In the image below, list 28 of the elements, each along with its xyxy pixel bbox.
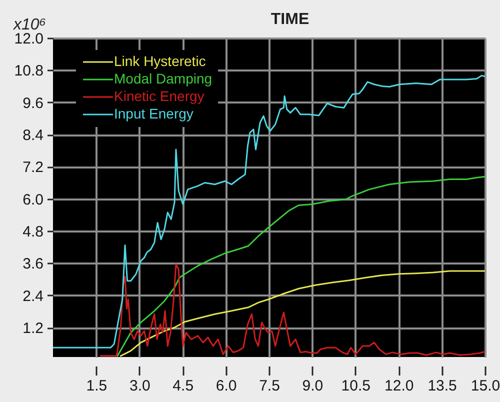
y-tick-label: 1.2 [22,320,44,338]
chart-title: TIME [270,11,310,28]
y-tick-label: 10.8 [14,62,44,80]
y-tick-label: 2.4 [22,288,44,305]
legend-label: Kinetic Energy [114,88,204,104]
x-tick-label: 6.0 [216,378,237,394]
x-tick-label: 1.5 [86,378,108,394]
x-tick-label: 4.5 [172,378,194,394]
x-tick-label: 13.5 [428,378,457,394]
y-tick-label: 6.0 [22,191,44,208]
y-tick-label: 8.4 [22,127,44,144]
line-series [116,176,485,357]
x-tick-label: 9.0 [302,378,324,394]
line-series [53,74,485,348]
legend-label: Link Hysteretic [114,53,206,69]
legend-label: Modal Damping [114,70,212,86]
x-tick-label: 12.0 [384,378,414,394]
y-tick-label: 9.6 [22,94,44,112]
x-tick-label: 15.0 [470,378,500,394]
y-axis-title: x10⁶ [12,16,46,34]
x-tick-label: 3.0 [129,378,150,394]
y-tick-label: 7.2 [22,159,44,176]
y-tick-label: 4.8 [22,224,44,241]
legend-label: Input Energy [114,106,194,122]
y-tick-label: 12.0 [14,30,44,48]
y-tick-label: 3.6 [22,256,44,273]
x-tick-label: 7.5 [259,378,280,394]
x-tick-label: 10.5 [341,378,370,394]
